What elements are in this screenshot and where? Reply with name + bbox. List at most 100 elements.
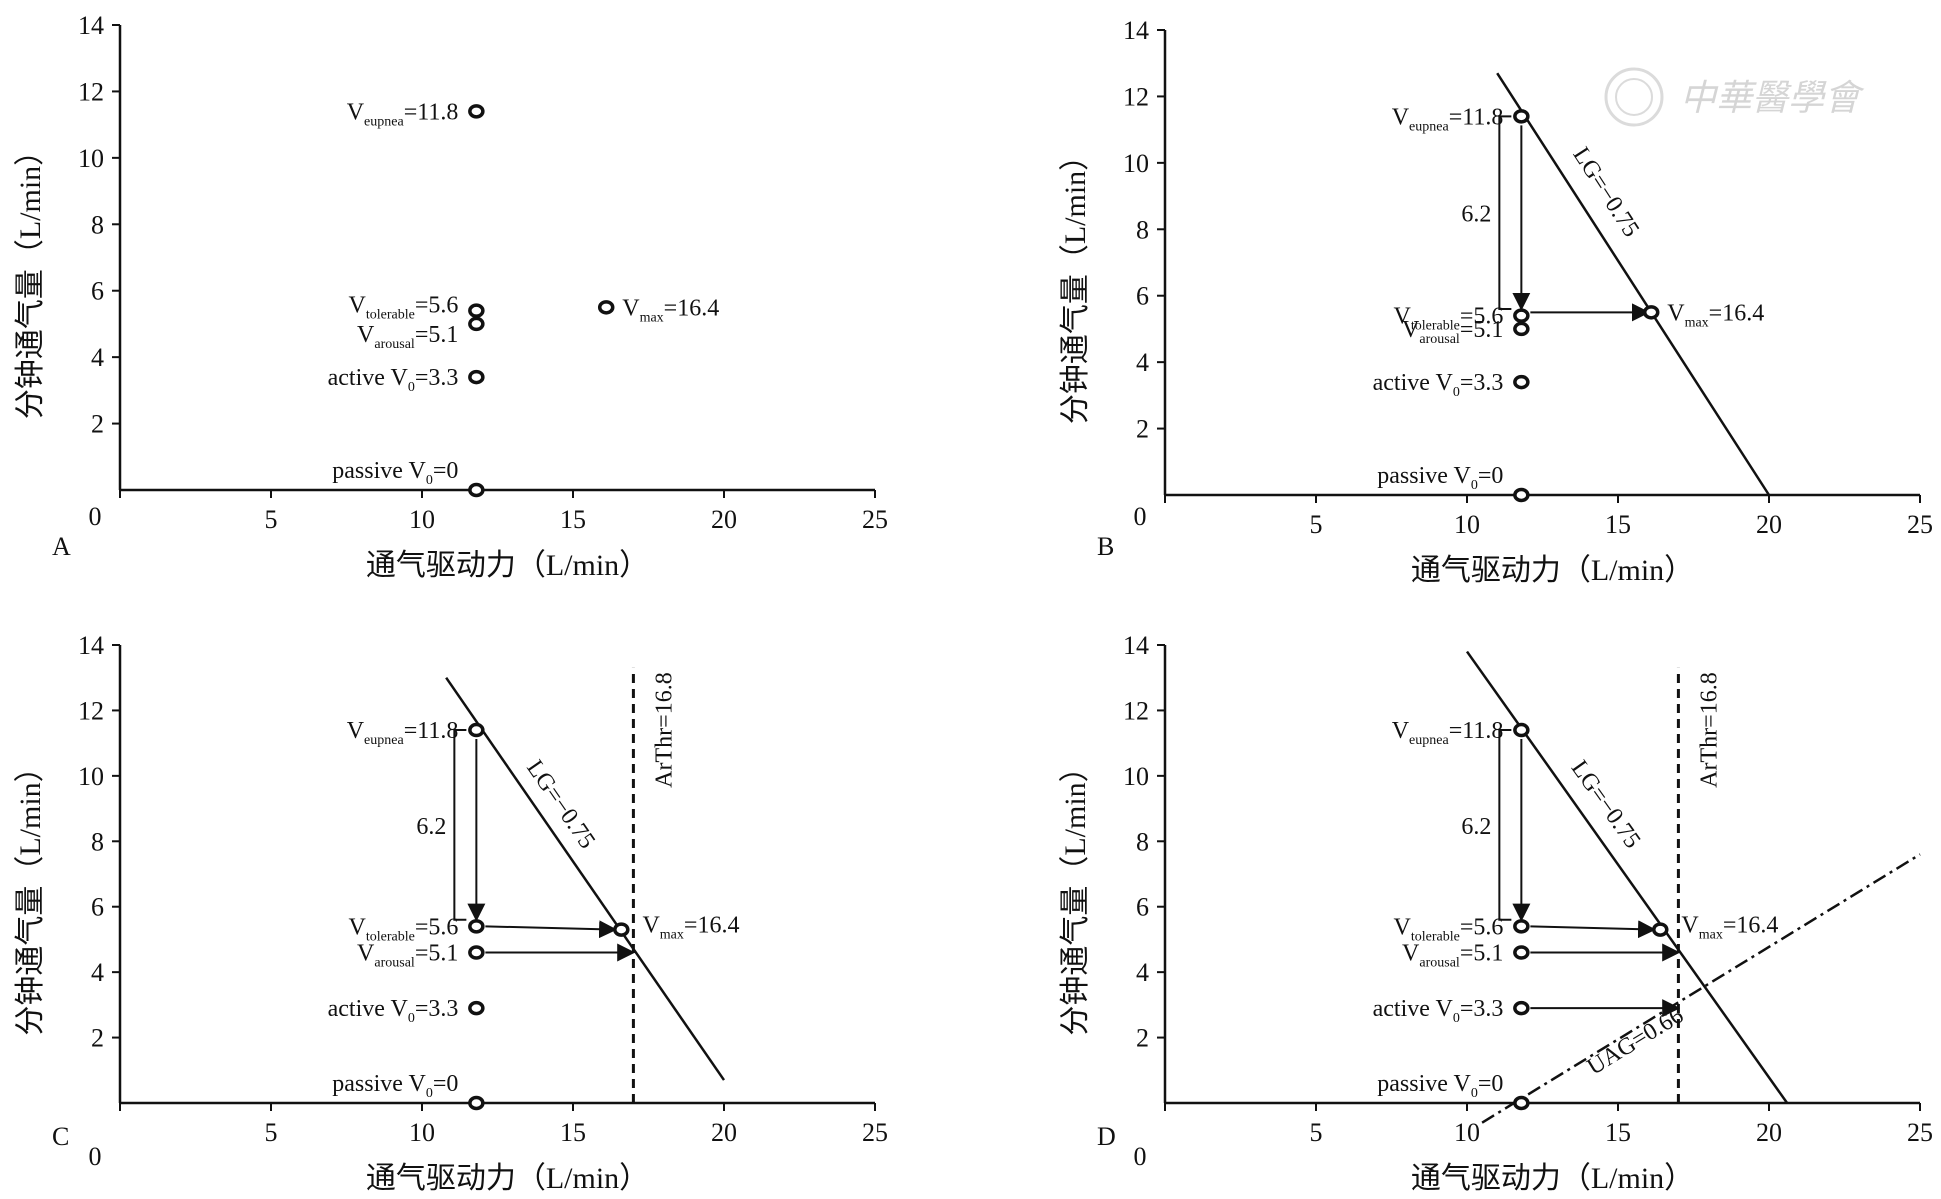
point-label: active V0=3.3 (1373, 370, 1504, 400)
x-tick-label: 25 (862, 1118, 888, 1147)
data-point (1513, 722, 1530, 738)
y-tick-label: 14 (1123, 631, 1149, 660)
x-tick-label: 20 (1756, 1118, 1782, 1147)
point-label: passive V0=0 (1377, 463, 1503, 493)
y-tick-label: 2 (1136, 1024, 1149, 1053)
point-label: Veupnea=11.8 (1392, 104, 1504, 134)
y-tick-label: 12 (1123, 696, 1149, 725)
delta-label: 6.2 (1461, 202, 1491, 228)
loop-gain-label: LG=−0.75 (1566, 756, 1646, 853)
point-label: Varousal=5.1 (1402, 941, 1503, 971)
point-label: Vtolerable=5.6 (1393, 304, 1503, 334)
y-tick-label: 6 (91, 277, 104, 306)
y-axis-label: 分钟通气量（L/min） (14, 136, 47, 419)
y-tick-label: 4 (1136, 958, 1149, 987)
x-axis-label: 通气驱动力（L/min） (1411, 554, 1694, 587)
y-tick-label: 4 (91, 343, 104, 372)
y-tick-label: 6 (91, 893, 104, 922)
y-tick-label: 4 (91, 958, 104, 987)
x-tick-label: 15 (1605, 510, 1631, 539)
point-label: Vtolerable=5.6 (348, 293, 458, 323)
origin-label: 0 (1134, 502, 1147, 531)
x-tick-label: 20 (711, 505, 737, 534)
y-tick-label: 8 (91, 827, 104, 856)
y-tick-label: 10 (78, 762, 104, 791)
y-tick-label: 10 (1123, 149, 1149, 178)
data-point (1513, 1000, 1530, 1016)
data-point (468, 1000, 485, 1016)
x-tick-label: 10 (409, 505, 435, 534)
delta-bracket (453, 729, 467, 921)
y-tick-label: 2 (91, 1024, 104, 1053)
loop-gain-line (445, 677, 726, 1081)
data-point (468, 303, 485, 318)
data-point (1652, 922, 1669, 937)
x-tick-label: 10 (1454, 1118, 1480, 1147)
panel-letter: B (1097, 532, 1114, 561)
point-label: Vtolerable=5.6 (348, 914, 458, 944)
arousal-threshold-label: ArThr=16.8 (1696, 672, 1722, 788)
delta-label: 6.2 (1461, 814, 1491, 840)
panel-a: 5 10 15 20 25 0 2 4 6 8 10 12 14 A 通气驱动力（L/min） 分钟通气量（L… (14, 11, 888, 582)
y-axis-label: 分钟通气量（L/min） (1059, 141, 1092, 424)
point-label: passive V0=0 (332, 1071, 458, 1101)
panel-letter: D (1097, 1122, 1116, 1151)
point-label: Varousal=5.1 (357, 322, 458, 352)
x-tick-label: 5 (265, 1118, 278, 1147)
origin-label: 0 (89, 1142, 102, 1171)
y-tick-label: 14 (78, 631, 104, 660)
y-tick-label: 2 (91, 410, 104, 439)
y-tick-label: 14 (78, 11, 104, 40)
data-point (1513, 109, 1530, 124)
point-label: Varousal=5.1 (357, 941, 458, 971)
data-point (1513, 308, 1530, 323)
data-point (1513, 321, 1530, 337)
arrow (485, 920, 618, 939)
delta-bracket (1498, 729, 1512, 921)
uag-label: UAG=0.66 (1583, 1002, 1688, 1080)
loop-gain-label: LG=−0.75 (1567, 143, 1644, 242)
watermark-logo: 中華醫學會 (1604, 67, 1865, 127)
data-point (1513, 945, 1530, 960)
point-label: Vmax=16.4 (622, 295, 719, 325)
x-tick-label: 10 (1454, 510, 1480, 539)
x-tick-label: 5 (1310, 510, 1323, 539)
y-tick-label: 6 (1136, 282, 1149, 311)
point-label: active V0=3.3 (328, 365, 459, 395)
y-axis-label: 分钟通气量（L/min） (14, 752, 47, 1035)
point-label: active V0=3.3 (1373, 996, 1504, 1026)
data-point (1513, 487, 1530, 503)
x-tick-label: 15 (1605, 1118, 1631, 1147)
y-tick-label: 12 (78, 696, 104, 725)
y-tick-label: 8 (1136, 827, 1149, 856)
y-tick-label: 10 (78, 144, 104, 173)
seal-inner-ring (1615, 78, 1653, 116)
data-point (468, 722, 485, 738)
point-label: Veupnea=11.8 (347, 718, 459, 748)
data-point (468, 369, 485, 385)
data-point (468, 482, 485, 498)
y-tick-label: 8 (91, 210, 104, 239)
data-point (468, 945, 485, 960)
y-tick-label: 14 (1123, 16, 1149, 45)
y-tick-label: 12 (78, 77, 104, 106)
x-axis-label: 通气驱动力（L/min） (366, 549, 649, 582)
vmax-label: Vmax=16.4 (642, 912, 739, 942)
point-label: active V0=3.3 (328, 996, 459, 1026)
uag-line (1481, 853, 1921, 1124)
delta-label: 6.2 (416, 814, 446, 840)
y-axis-label: 分钟通气量（L/min） (1059, 752, 1092, 1035)
data-point (1513, 374, 1530, 390)
data-point (468, 1095, 485, 1111)
point-label: Veupnea=11.8 (1392, 718, 1504, 748)
point-label: Veupnea=11.8 (347, 99, 459, 129)
origin-label: 0 (1134, 1142, 1147, 1171)
y-tick-label: 6 (1136, 893, 1149, 922)
origin-label: 0 (89, 502, 102, 531)
panel-c: 5 10 15 20 25 0 2 4 6 8 10 12 14 C 通气驱动力（L/min） 分钟通气量（L… (14, 631, 888, 1195)
point-label: Vmax=16.4 (1667, 300, 1764, 330)
x-tick-label: 10 (409, 1118, 435, 1147)
data-point (1513, 919, 1530, 934)
delta-bracket (1498, 115, 1512, 310)
